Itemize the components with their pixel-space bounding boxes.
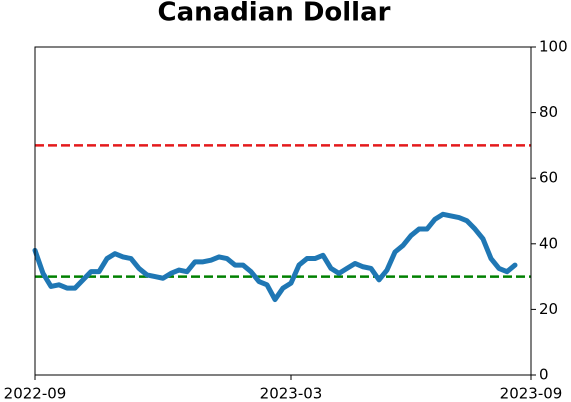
plot-frame (34, 46, 532, 376)
x-tick-label: 2023-09 (500, 385, 563, 402)
y-tick-label: 40 (539, 234, 558, 252)
y-tick-label: 0 (539, 366, 549, 384)
x-tick-label: 2023-03 (260, 385, 323, 402)
line-series (32, 211, 518, 303)
y-tick-label: 20 (539, 300, 558, 318)
y-tick-label: 60 (539, 169, 558, 187)
chart-title: Canadian Dollar (158, 0, 391, 28)
y-tick-label: 80 (539, 103, 558, 121)
y-tick-label: 100 (539, 38, 568, 56)
x-tick-label: 2022-09 (4, 385, 67, 402)
